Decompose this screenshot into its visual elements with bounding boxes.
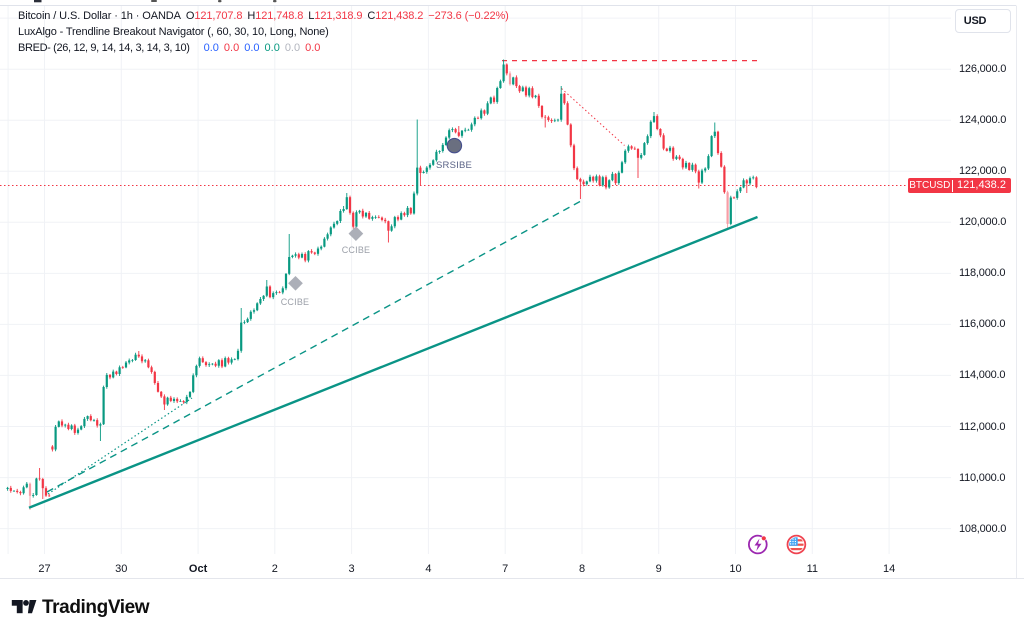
- svg-text:TradingView: TradingView: [42, 599, 150, 617]
